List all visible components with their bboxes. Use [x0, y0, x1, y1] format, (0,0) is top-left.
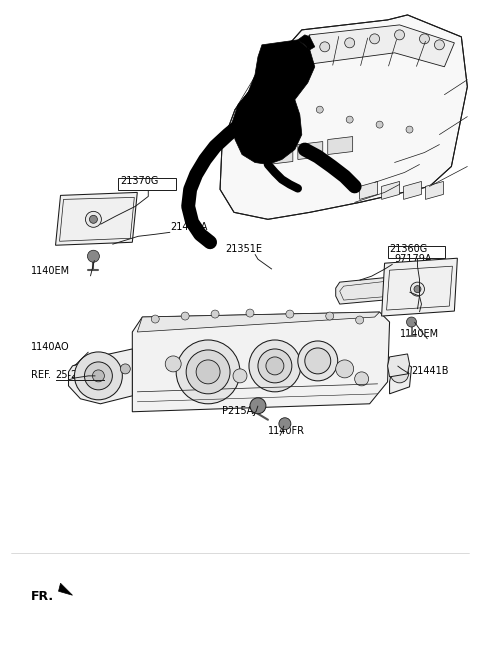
Circle shape [165, 356, 181, 372]
Polygon shape [232, 40, 315, 165]
Circle shape [287, 91, 293, 98]
Circle shape [407, 317, 417, 327]
Circle shape [250, 398, 266, 414]
Polygon shape [56, 193, 137, 245]
Polygon shape [404, 181, 421, 199]
Circle shape [336, 360, 354, 378]
Circle shape [233, 369, 247, 383]
Circle shape [298, 341, 338, 381]
Polygon shape [328, 137, 353, 155]
Circle shape [320, 42, 330, 52]
Circle shape [326, 312, 334, 320]
Circle shape [120, 364, 130, 374]
Circle shape [211, 310, 219, 318]
Circle shape [85, 211, 101, 227]
Polygon shape [390, 357, 411, 394]
Circle shape [370, 34, 380, 44]
Circle shape [87, 250, 99, 262]
Text: 1140EM: 1140EM [399, 329, 439, 339]
Circle shape [395, 30, 405, 40]
Polygon shape [298, 141, 323, 159]
Text: 1140FR: 1140FR [268, 426, 305, 436]
Polygon shape [137, 312, 380, 332]
Polygon shape [69, 349, 132, 404]
Circle shape [89, 215, 97, 223]
Polygon shape [268, 147, 293, 165]
Polygon shape [59, 583, 72, 595]
Text: 21351E: 21351E [225, 244, 262, 254]
Circle shape [74, 352, 122, 400]
Polygon shape [132, 312, 390, 412]
Polygon shape [387, 354, 409, 377]
Polygon shape [220, 15, 468, 219]
Circle shape [254, 101, 262, 108]
Text: 1140EM: 1140EM [31, 266, 70, 276]
Circle shape [93, 370, 104, 382]
Circle shape [391, 365, 408, 383]
Polygon shape [360, 181, 378, 199]
Circle shape [316, 106, 323, 113]
Circle shape [356, 316, 364, 324]
Circle shape [246, 309, 254, 317]
Circle shape [181, 312, 189, 320]
Circle shape [258, 349, 292, 383]
Circle shape [305, 348, 331, 374]
Text: 21443A: 21443A [170, 222, 207, 232]
Bar [387, 246, 445, 258]
Circle shape [196, 360, 220, 384]
Circle shape [410, 282, 424, 296]
Polygon shape [336, 277, 399, 304]
Text: 21443A: 21443A [409, 282, 447, 292]
Polygon shape [298, 35, 315, 50]
Circle shape [249, 340, 301, 392]
Circle shape [345, 38, 355, 48]
Circle shape [266, 357, 284, 375]
Circle shape [186, 350, 230, 394]
Text: 1140AO: 1140AO [31, 342, 69, 352]
Bar [119, 179, 176, 191]
Text: 25-251B: 25-251B [56, 370, 97, 380]
Text: 21370G: 21370G [120, 177, 159, 187]
Circle shape [420, 34, 430, 44]
Circle shape [376, 121, 383, 128]
Text: 97179A: 97179A [395, 254, 432, 264]
Text: P215AJ: P215AJ [222, 406, 256, 416]
Circle shape [151, 315, 159, 323]
Text: 21441B: 21441B [411, 366, 449, 376]
Text: FR.: FR. [31, 590, 54, 603]
Text: REF.: REF. [31, 370, 50, 380]
Circle shape [84, 362, 112, 390]
Polygon shape [382, 258, 457, 316]
Circle shape [414, 286, 421, 293]
Text: 21360G: 21360G [390, 244, 428, 254]
Polygon shape [305, 25, 455, 67]
Circle shape [279, 418, 291, 430]
Circle shape [176, 340, 240, 404]
Circle shape [286, 310, 294, 318]
Circle shape [406, 126, 413, 133]
Polygon shape [425, 181, 444, 199]
Circle shape [346, 116, 353, 123]
Circle shape [355, 372, 369, 386]
Circle shape [434, 40, 444, 50]
Polygon shape [382, 181, 399, 199]
